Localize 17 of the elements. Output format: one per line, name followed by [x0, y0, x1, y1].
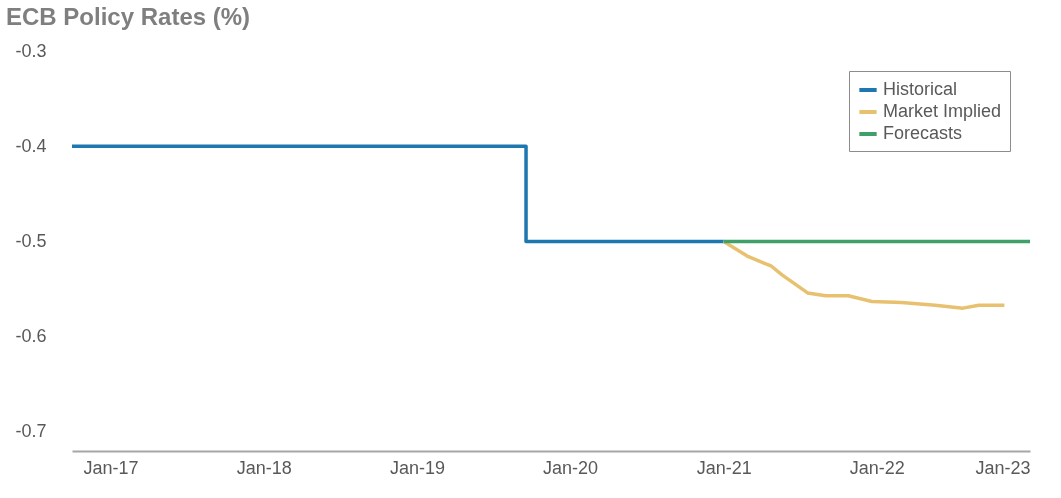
x-tick-label: Jan-20 [543, 457, 599, 478]
y-tick-label: -0.3 [15, 40, 47, 61]
x-tick-label: Jan-22 [849, 457, 905, 478]
x-tick-label: Jan-19 [389, 457, 445, 478]
chart-title: ECB Policy Rates (%) [6, 3, 251, 30]
x-tick-label: Jan-21 [696, 457, 752, 478]
x-tick-label: Jan-18 [236, 457, 292, 478]
y-tick-label: -0.5 [15, 230, 47, 251]
legend-label: Market Implied [883, 101, 1002, 121]
x-tick-label: Jan-23 [975, 457, 1031, 478]
y-tick-label: -0.7 [15, 421, 47, 442]
legend-label: Historical [883, 79, 958, 99]
x-tick-label: Jan-17 [83, 457, 139, 478]
y-tick-label: -0.4 [15, 135, 47, 156]
line-series [721, 239, 1007, 310]
legend-label: Forecasts [883, 123, 963, 143]
y-tick-label: -0.6 [15, 326, 47, 347]
